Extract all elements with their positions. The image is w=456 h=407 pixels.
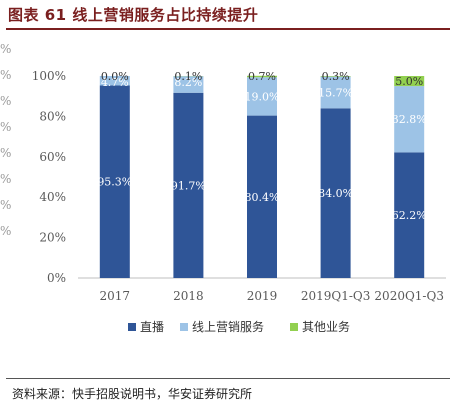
data-label: 19.0% (245, 90, 280, 103)
title-divider (6, 28, 450, 30)
data-label: 91.7% (171, 179, 206, 192)
data-label: 32.8% (392, 113, 427, 126)
bar-segment-live (173, 92, 204, 279)
x-tick-label: 2018 (173, 289, 204, 303)
y-tick-label: 40% (39, 190, 66, 204)
chart-title: 图表 61 线上营销服务占比持续提升 (8, 6, 259, 24)
legend-swatch (128, 323, 136, 331)
bar-segment-other (394, 76, 425, 87)
bar-segment-online-marketing (99, 76, 130, 86)
y-tick-label: 80% (39, 109, 66, 123)
y-tick-label: 60% (39, 150, 66, 164)
data-label: 5.0% (395, 75, 423, 88)
cropped-axis-fragment: % (0, 120, 11, 134)
data-label: 0.7% (248, 70, 276, 83)
data-label: 4.7% (101, 76, 129, 89)
legend-label: 直播 (140, 320, 164, 334)
x-tick-label: 2019 (247, 289, 278, 303)
bar-segment-online-marketing (247, 77, 277, 116)
stacked-bar-chart: %%%%%%%% 0% 20% 40% 60% 80% 100% 95.3% 4.7%0.0% 2… (0, 42, 446, 334)
cropped-axis-fragment: % (0, 224, 11, 238)
x-tick-label: 2017 (100, 289, 131, 303)
data-label: 80.4% (245, 191, 280, 204)
bar-segment-online-marketing (394, 86, 425, 153)
data-label: 15.7% (318, 86, 353, 99)
bar-segment-live (247, 115, 277, 278)
source-note: 资料来源：快手招股说明书，华安证券研究所 (12, 387, 253, 401)
x-tick-label: 2019Q1-Q3 (301, 289, 371, 303)
bar-segment-live (320, 108, 351, 278)
cropped-axis-fragment: % (0, 94, 11, 108)
cropped-axis-fragment: % (0, 42, 11, 56)
legend-label: 线上营销服务 (192, 319, 264, 334)
data-label: 62.2% (392, 209, 427, 222)
bar-segment-live (394, 152, 425, 278)
data-label: 8.2% (174, 76, 202, 89)
legend-label: 其他业务 (302, 319, 350, 334)
y-tick-label: 100% (32, 69, 66, 83)
bar-segment-online-marketing (320, 76, 351, 109)
cropped-axis-fragment: % (0, 198, 11, 212)
data-label: 0.0% (101, 70, 129, 83)
data-label: 84.0% (318, 187, 353, 200)
bar-segment-other (247, 75, 277, 78)
bar-segment-online-marketing (173, 76, 204, 93)
x-tick-label: 2020Q1-Q3 (374, 289, 444, 303)
legend-swatch (290, 323, 298, 331)
bar-segment-live (99, 85, 130, 278)
cropped-axis-fragment: % (0, 146, 11, 160)
footer-divider (6, 378, 450, 379)
bar-segment-other (320, 76, 351, 77)
data-label: 0.1% (174, 70, 202, 83)
data-label: 95.3% (97, 176, 132, 189)
legend-swatch (180, 323, 188, 331)
cropped-axis-fragment: % (0, 68, 11, 82)
y-tick-label: 20% (39, 231, 66, 245)
y-tick-label: 0% (47, 271, 66, 285)
data-label: 0.3% (322, 70, 350, 83)
cropped-axis-fragment: % (0, 172, 11, 186)
